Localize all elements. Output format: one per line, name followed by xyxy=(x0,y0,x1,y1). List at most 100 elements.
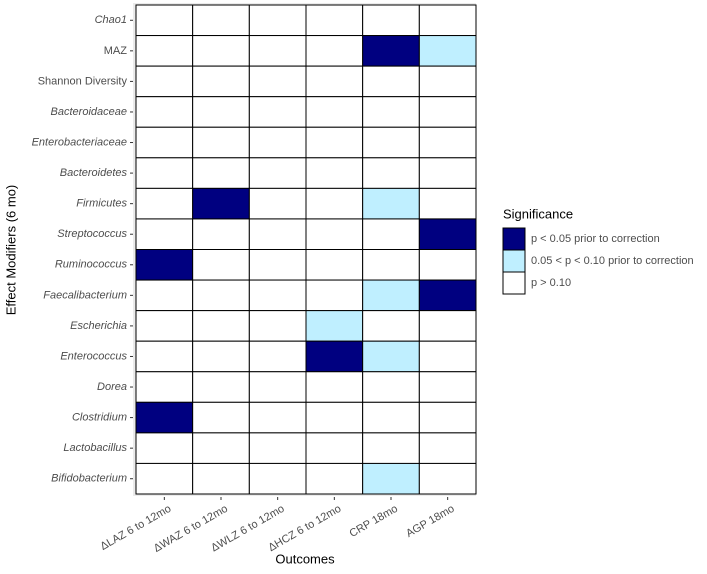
x-tick-label: AGP 18mo xyxy=(404,503,456,540)
cell xyxy=(135,340,194,373)
cell xyxy=(305,65,364,98)
cell xyxy=(418,432,477,464)
cell xyxy=(248,35,307,67)
legend-key xyxy=(502,227,526,251)
cell xyxy=(418,126,477,159)
legend-label: 0.05 < p < 0.10 prior to correction xyxy=(531,255,694,267)
cell xyxy=(362,310,420,342)
cell xyxy=(248,187,307,220)
cell xyxy=(362,35,420,67)
cell xyxy=(192,279,250,312)
legend-key xyxy=(502,249,526,273)
cell xyxy=(362,157,420,189)
cell xyxy=(418,340,477,373)
cell xyxy=(362,371,420,403)
cell xyxy=(362,126,420,159)
cell xyxy=(418,401,477,434)
cell xyxy=(418,187,477,220)
x-axis-title: Outcomes xyxy=(275,551,335,566)
cell xyxy=(305,279,364,312)
cell xyxy=(418,371,477,403)
legend-label: p < 0.05 prior to correction xyxy=(531,233,660,245)
cell xyxy=(248,462,307,495)
y-tick-label: Bifidobacterium xyxy=(51,473,127,485)
cell xyxy=(418,310,477,342)
cell xyxy=(248,401,307,434)
cell xyxy=(135,157,194,189)
cell xyxy=(248,218,307,250)
cell xyxy=(418,65,477,98)
cell xyxy=(418,96,477,128)
cell xyxy=(192,218,250,250)
cell xyxy=(135,432,194,464)
cell xyxy=(135,65,194,98)
cell xyxy=(248,96,307,128)
y-axis-title: Effect Modifiers (6 mo) xyxy=(3,185,18,316)
cell xyxy=(305,187,364,220)
cell xyxy=(192,371,250,403)
legend-label: p > 0.10 xyxy=(531,277,571,289)
cell xyxy=(135,401,194,434)
cell xyxy=(305,4,364,37)
cell xyxy=(248,310,307,342)
cell xyxy=(192,157,250,189)
cell xyxy=(305,401,364,434)
y-tick-label: Bacteroidaceae xyxy=(51,106,127,118)
legend-title: Significance xyxy=(503,206,573,221)
cell xyxy=(192,432,250,464)
y-tick-label: Escherichia xyxy=(70,320,127,332)
cell xyxy=(192,462,250,495)
cell xyxy=(418,279,477,312)
y-tick-label: Clostridium xyxy=(72,412,127,424)
cell xyxy=(192,4,250,37)
cell xyxy=(418,4,477,37)
y-tick-label: Dorea xyxy=(97,381,127,393)
cell xyxy=(135,462,194,495)
y-tick-label: MAZ xyxy=(104,45,128,57)
cell xyxy=(135,126,194,159)
cell xyxy=(305,371,364,403)
cell xyxy=(362,65,420,98)
cell xyxy=(362,432,420,464)
cell xyxy=(362,279,420,312)
cell xyxy=(248,4,307,37)
y-tick-label: Chao1 xyxy=(95,14,127,26)
cell xyxy=(418,157,477,189)
cell xyxy=(305,35,364,67)
cell xyxy=(305,157,364,189)
legend-key xyxy=(502,271,526,295)
cell xyxy=(192,249,250,281)
cell xyxy=(192,401,250,434)
cell xyxy=(135,96,194,128)
cell xyxy=(305,310,364,342)
cell xyxy=(305,462,364,495)
cell xyxy=(362,340,420,373)
cell xyxy=(362,187,420,220)
cell xyxy=(192,340,250,373)
cell xyxy=(192,96,250,128)
cell xyxy=(135,371,194,403)
cell xyxy=(135,218,194,250)
cell xyxy=(135,4,194,37)
cell xyxy=(135,249,194,281)
cell xyxy=(192,35,250,67)
x-tick-label: CRP 18mo xyxy=(348,503,400,540)
cell xyxy=(418,249,477,281)
cell xyxy=(248,157,307,189)
cell xyxy=(305,218,364,250)
cell xyxy=(362,4,420,37)
cell xyxy=(248,65,307,98)
cell xyxy=(362,218,420,250)
y-tick-label: Faecalibacterium xyxy=(43,289,127,301)
y-tick-label: Firmicutes xyxy=(76,198,127,210)
cell xyxy=(192,65,250,98)
cell xyxy=(248,371,307,403)
cell xyxy=(248,432,307,464)
cell xyxy=(135,35,194,67)
cell xyxy=(305,340,364,373)
cell xyxy=(362,249,420,281)
cell xyxy=(305,126,364,159)
cell xyxy=(192,126,250,159)
cell xyxy=(362,96,420,128)
